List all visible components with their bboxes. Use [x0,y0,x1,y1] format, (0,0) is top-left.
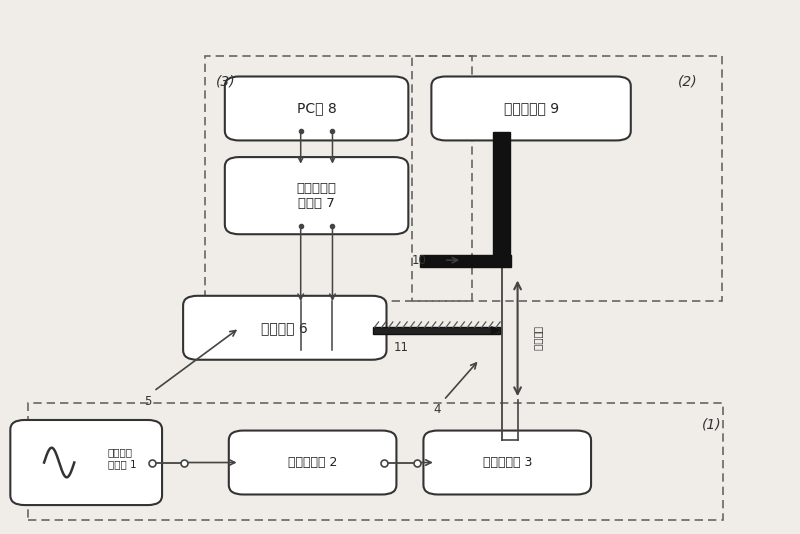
Text: 试样夹头 6: 试样夹头 6 [262,321,308,335]
Text: 10: 10 [412,254,427,266]
FancyBboxPatch shape [225,76,408,140]
Bar [412,56,722,301]
FancyBboxPatch shape [431,76,630,140]
Text: 5: 5 [144,395,151,408]
FancyBboxPatch shape [420,255,511,267]
Text: 驱动方向: 驱动方向 [534,326,543,351]
Bar [206,56,471,301]
Text: 螺旋测微器 9: 螺旋测微器 9 [503,101,558,115]
Text: PC机 8: PC机 8 [297,101,337,115]
Text: (2): (2) [678,74,698,88]
Text: 数字函数
发生器 1: 数字函数 发生器 1 [108,447,136,469]
Text: 电磁转换器 3: 电磁转换器 3 [482,456,532,469]
FancyBboxPatch shape [10,420,162,505]
FancyBboxPatch shape [229,430,397,494]
FancyBboxPatch shape [183,296,386,360]
FancyBboxPatch shape [493,132,510,264]
Text: (1): (1) [702,418,722,431]
Text: 4: 4 [434,403,441,416]
Text: 功率放大器 2: 功率放大器 2 [288,456,338,469]
Text: (3): (3) [216,74,235,88]
Text: 多通路数字
万用表 7: 多通路数字 万用表 7 [297,182,337,210]
FancyBboxPatch shape [373,327,500,334]
Text: 11: 11 [394,341,409,354]
FancyBboxPatch shape [225,157,408,234]
FancyBboxPatch shape [423,430,591,494]
Bar [28,403,723,520]
